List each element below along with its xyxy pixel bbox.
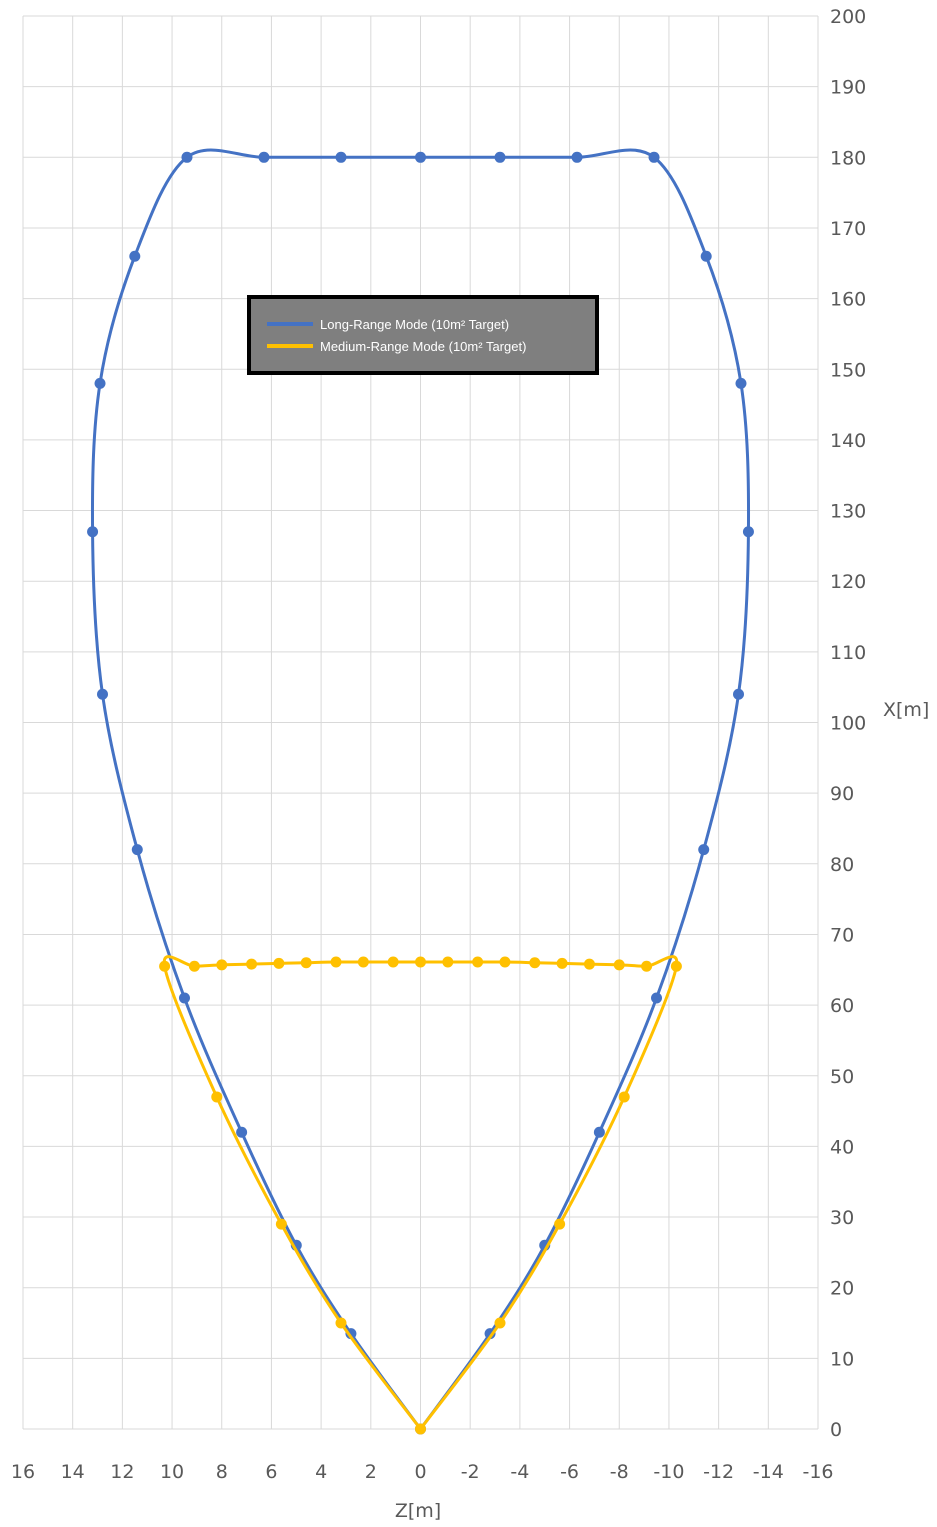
data-point-medium-range [442,956,454,968]
y-tick-label: 130 [830,501,866,523]
x-tick-label: 10 [160,1461,184,1483]
data-point-medium-range [188,960,200,972]
data-point-medium-range [618,1091,630,1103]
x-tick-label: 4 [315,1461,327,1483]
y-tick-label: 140 [830,430,866,452]
data-point-medium-range [613,959,625,971]
data-point-long-range [415,151,426,163]
data-point-medium-range [529,957,541,969]
data-point-long-range [735,377,747,389]
data-point-long-range [648,151,660,163]
y-tick-label: 200 [830,6,866,28]
x-tick-label: -10 [653,1461,684,1483]
grid [22,15,819,1430]
y-tick-label: 170 [830,218,866,240]
x-tick-label: -2 [461,1461,480,1483]
y-tick-label: 30 [830,1207,854,1229]
data-point-long-range [129,250,141,262]
y-tick-label: 0 [830,1419,842,1441]
data-point-long-range [593,1126,605,1138]
y-tick-label: 50 [830,1066,854,1088]
data-point-medium-range [387,956,399,968]
data-point-medium-range [211,1091,223,1103]
data-point-long-range [131,844,143,856]
y-axis-ticks: 0 10 20 30 40 50 60 70 80 90 100 110 120 130 140 150 160… [830,6,866,1441]
data-point-medium-range [499,956,511,968]
y-tick-label: 190 [830,77,866,99]
x-tick-label: 0 [414,1461,426,1483]
y-tick-label: 180 [830,147,866,169]
y-tick-label: 150 [830,359,866,381]
y-tick-label: 10 [830,1348,854,1370]
data-point-long-range [571,151,583,163]
y-tick-label: 40 [830,1136,854,1158]
x-tick-label: 16 [11,1461,35,1483]
y-tick-label: 60 [830,995,854,1017]
data-point-medium-range [472,956,484,968]
x-tick-label: -12 [703,1461,734,1483]
data-point-medium-range [275,1218,287,1230]
legend-box [247,295,599,375]
x-tick-label: 12 [110,1461,134,1483]
data-point-medium-range [246,958,258,970]
x-axis-label: Z[m] [395,1500,441,1522]
y-tick-label: 100 [830,713,866,735]
data-point-medium-range [641,960,653,972]
y-tick-label: 90 [830,783,854,805]
data-point-medium-range [670,960,682,972]
x-tick-label: -16 [802,1461,833,1483]
x-axis-ticks: 16 14 12 10 8 6 4 2 0 -2 -4 -6 -8 -10 -12 -14 -16 [11,1461,834,1483]
data-point-medium-range [415,956,426,968]
data-point-long-range [236,1126,248,1138]
data-point-medium-range [300,957,312,969]
data-point-medium-range [494,1317,506,1329]
data-point-long-range [651,992,663,1004]
x-tick-label: -8 [610,1461,629,1483]
y-axis-label: X[m] [883,699,929,721]
y-tick-label: 70 [830,924,854,946]
y-tick-label: 110 [830,642,866,664]
data-point-long-range [258,151,270,163]
data-point-medium-range [554,1218,566,1230]
data-point-long-range [700,250,712,262]
data-point-medium-range [583,958,595,970]
data-point-long-range [87,526,99,538]
data-point-medium-range [415,1423,426,1435]
x-tick-label: 6 [265,1461,277,1483]
data-point-medium-range [335,1317,347,1329]
data-point-long-range [178,992,190,1004]
data-point-medium-range [330,956,342,968]
y-tick-label: 120 [830,571,866,593]
data-point-long-range [733,688,744,700]
data-point-long-range [97,688,108,700]
data-point-long-range [742,526,754,538]
series-layer [87,148,754,1435]
x-tick-label: 8 [216,1461,228,1483]
legend-label-long-range: Long-Range Mode (10m² Target) [320,317,509,332]
data-point-medium-range [159,960,171,972]
x-tick-label: 14 [61,1461,85,1483]
y-tick-label: 80 [830,854,854,876]
x-tick-label: 2 [365,1461,377,1483]
data-point-medium-range [556,957,568,969]
data-point-long-range [335,151,347,163]
x-tick-label: -14 [753,1461,784,1483]
legend-label-medium-range: Medium-Range Mode (10m² Target) [320,339,526,354]
data-point-medium-range [216,959,228,971]
data-point-long-range [698,844,710,856]
data-point-long-range [181,151,193,163]
data-point-medium-range [357,956,369,968]
data-point-long-range [494,151,506,163]
data-point-medium-range [273,957,285,969]
data-point-long-range [94,377,106,389]
x-tick-label: -6 [560,1461,579,1483]
y-tick-label: 20 [830,1278,854,1300]
y-tick-label: 160 [830,289,866,311]
x-tick-label: -4 [510,1461,529,1483]
legend: Long-Range Mode (10m² Target) Medium-Ran… [247,295,599,375]
